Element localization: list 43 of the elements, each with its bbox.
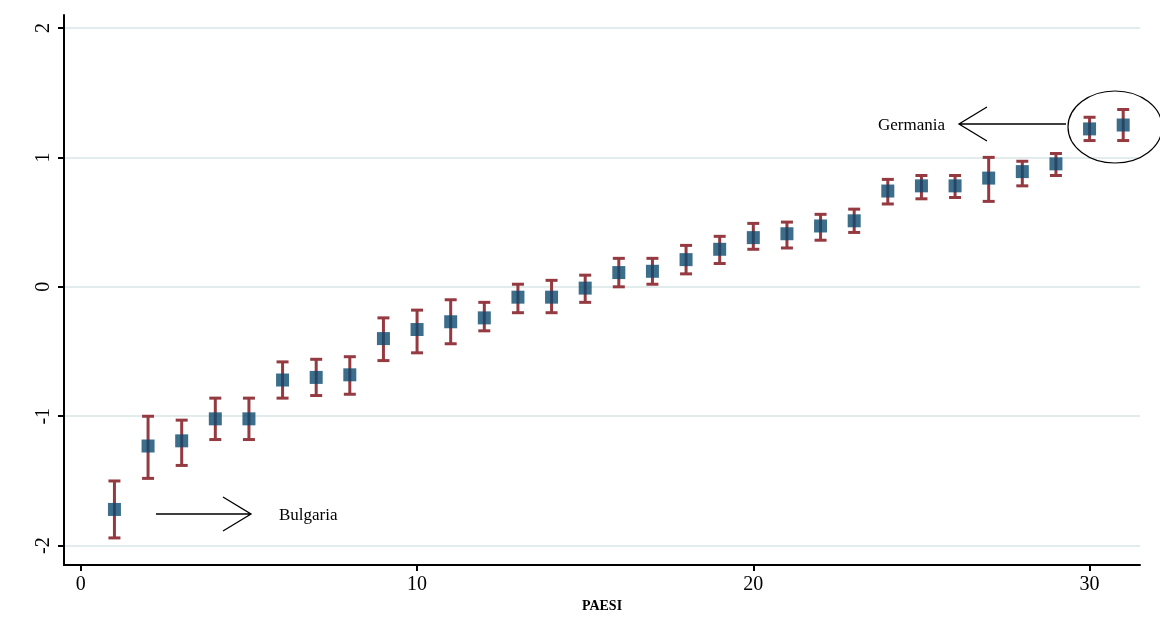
point — [511, 290, 525, 304]
point — [1116, 118, 1130, 132]
point — [1015, 165, 1029, 179]
point — [578, 281, 592, 295]
point — [814, 219, 828, 233]
point — [141, 439, 155, 453]
point — [376, 332, 390, 346]
y-tick-label: -1 — [31, 407, 53, 425]
point — [343, 368, 357, 382]
x-tick-label: 20 — [743, 572, 764, 595]
point — [914, 179, 928, 193]
point — [444, 315, 458, 329]
x-tick-label: 30 — [1079, 572, 1100, 595]
annotation: Bulgaria — [279, 505, 338, 524]
point — [545, 290, 559, 304]
y-tick-label: 1 — [31, 152, 53, 163]
point — [780, 227, 794, 241]
point — [645, 264, 659, 278]
point — [1083, 122, 1097, 136]
y-tick-label: 2 — [31, 22, 53, 33]
x-tick-label: 10 — [407, 572, 428, 595]
y-tick-label: -2 — [31, 537, 53, 555]
point — [107, 502, 121, 516]
annotation: Germania — [877, 115, 946, 134]
point — [242, 412, 256, 426]
point — [410, 323, 424, 337]
point — [881, 184, 895, 198]
point — [276, 373, 290, 387]
point — [713, 242, 727, 256]
point — [477, 311, 491, 325]
point — [612, 266, 626, 280]
x-axis-title: PAESI — [581, 597, 623, 613]
point — [847, 214, 861, 228]
point — [175, 434, 189, 448]
y-tick-label: 0 — [31, 281, 53, 292]
point — [948, 179, 962, 193]
point — [208, 412, 222, 426]
x-tick-label: 0 — [75, 572, 86, 595]
point — [982, 171, 996, 185]
point — [309, 370, 323, 384]
point — [679, 253, 693, 267]
point — [746, 231, 760, 245]
point — [1049, 157, 1063, 171]
